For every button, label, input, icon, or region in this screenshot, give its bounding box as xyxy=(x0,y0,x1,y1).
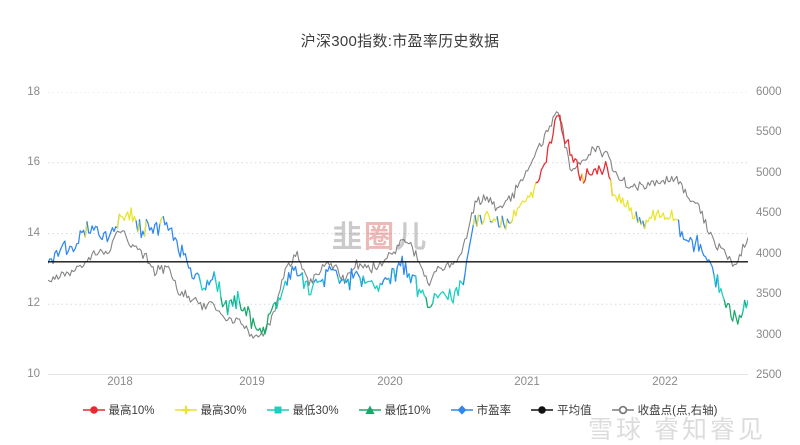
legend-label: 市盈率 xyxy=(476,405,512,417)
y-axis-left-tick: 18 xyxy=(27,86,40,98)
watermark-bottom-right: 雪球 睿知睿见 xyxy=(588,416,766,444)
pe-line-segment xyxy=(643,209,681,238)
y-axis-right-tick: 5000 xyxy=(756,167,782,179)
y-axis-right-tick: 2500 xyxy=(756,369,782,381)
chart-canvas xyxy=(48,92,748,375)
circle-open-icon xyxy=(611,405,634,415)
pe-line-segment xyxy=(582,160,614,197)
x-axis-tick: 2019 xyxy=(239,376,265,388)
watermark-char-3: 儿 xyxy=(396,220,428,255)
pe-line-segment xyxy=(276,272,290,310)
square-icon xyxy=(266,406,289,414)
triangle-icon xyxy=(358,405,381,414)
pe-line-segment xyxy=(432,274,466,305)
y-axis-right-tick: 3500 xyxy=(756,288,782,300)
page-title: 沪深300指数:市盈率历史数据 xyxy=(300,33,500,50)
y-axis-right-tick: 5500 xyxy=(756,126,782,138)
y-axis-right-tick: 4000 xyxy=(756,248,782,260)
legend-item-5[interactable]: 平均值 xyxy=(531,402,592,418)
pe-line-segment xyxy=(745,300,748,309)
pe-line-segment xyxy=(610,179,639,224)
y-axis-left-tick: 10 xyxy=(27,368,40,380)
watermark-char-1: 韭 xyxy=(332,220,364,255)
pe-line-segment xyxy=(510,181,539,224)
legend-label: 最高30% xyxy=(200,405,247,417)
pe-line-segment xyxy=(481,210,493,225)
pe-line-segment xyxy=(162,215,202,284)
legend-item-4[interactable]: 市盈率 xyxy=(450,402,512,418)
x-axis-tick: 2018 xyxy=(107,376,133,388)
pe-line-segment xyxy=(362,275,385,293)
legend-item-3[interactable]: 最低10% xyxy=(358,402,431,418)
legend-label: 平均值 xyxy=(557,405,592,417)
pe-line-segment xyxy=(145,217,163,236)
y-axis-left-tick: 14 xyxy=(27,227,40,239)
legend-item-0[interactable]: 最高10% xyxy=(82,402,155,418)
pe-line-segment xyxy=(238,301,276,335)
y-axis-left-tick: 16 xyxy=(27,156,40,168)
y-axis-left-tick: 12 xyxy=(27,297,40,309)
chart-legend: 最高10% 最高30% 最低30% 最低10% 市盈率 平均值 收盘点(点,右轴) xyxy=(0,402,800,418)
plot-area xyxy=(48,92,748,375)
pe-line-segment xyxy=(535,114,585,184)
x-axis-tick: 2022 xyxy=(652,376,678,388)
plus-icon xyxy=(174,405,197,415)
legend-item-2[interactable]: 最低30% xyxy=(266,402,339,418)
legend-label: 最高10% xyxy=(108,405,155,417)
pe-line-segment xyxy=(723,299,746,325)
x-axis-tick: 2020 xyxy=(377,376,403,388)
pe-line-segment xyxy=(415,275,429,308)
watermark-char-2: 圈 xyxy=(364,220,396,255)
legend-item-6[interactable]: 收盘点(点,右轴) xyxy=(611,402,718,418)
index-close-line xyxy=(48,111,748,339)
legend-label: 最低30% xyxy=(292,405,339,417)
y-axis-right-tick: 4500 xyxy=(756,207,782,219)
pe-line-segment xyxy=(323,265,341,288)
pe-line-segment xyxy=(48,221,88,265)
pe-line-segment xyxy=(301,272,317,296)
y-axis-right-tick: 3000 xyxy=(756,329,782,341)
diamond-icon xyxy=(450,405,473,415)
pe-line-segment xyxy=(677,219,717,288)
legend-label: 最低10% xyxy=(384,405,431,417)
pe-line-segment xyxy=(462,214,476,286)
pe-line-segment xyxy=(86,213,120,243)
pe-line-segment xyxy=(394,255,412,284)
x-axis-tick: 2021 xyxy=(514,376,540,388)
circle-icon xyxy=(531,406,554,414)
legend-label: 收盘点(点,右轴) xyxy=(637,405,718,417)
legend-item-1[interactable]: 最高30% xyxy=(174,402,247,418)
circle-dot-icon xyxy=(82,406,105,414)
watermark-center: 韭圈儿 xyxy=(332,212,428,256)
pe-line-segment xyxy=(116,207,139,233)
pe-line-segment xyxy=(286,265,305,290)
y-axis-right-tick: 6000 xyxy=(756,86,782,98)
